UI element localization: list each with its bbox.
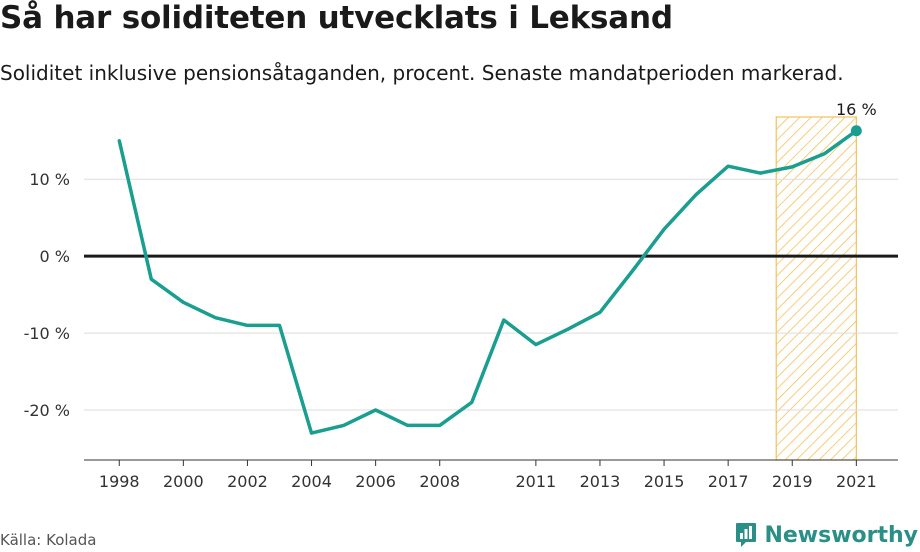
y-tick-label: 10 % [29,170,70,189]
x-tick-label: 2002 [227,472,268,491]
series-line [117,129,859,435]
x-tick-label: 2017 [708,472,749,491]
x-tick-label: 2019 [772,472,813,491]
chart-subtitle: Soliditet inklusive pensionsåtaganden, p… [0,61,844,85]
x-tick-label: 2011 [516,472,557,491]
newsworthy-logo-icon [736,523,757,547]
x-tick-label: 2004 [291,472,332,491]
end-point-marker [850,125,862,137]
x-tick-label: 2000 [163,472,204,491]
x-tick-label: 2021 [836,472,877,491]
x-tick-label: 2008 [419,472,460,491]
y-tick-label: -10 % [24,324,70,343]
chart-title: Så har soliditeten utvecklats i Leksand [0,0,673,36]
source-note: Källa: Kolada [0,531,97,549]
newsworthy-logo: Newsworthy [735,520,918,550]
y-tick-label: 0 % [40,247,70,266]
brand-name: Newsworthy [764,522,918,548]
end-value-label: 16 % [836,100,877,119]
x-tick-label: 2015 [644,472,685,491]
x-tick-label: 1998 [99,472,140,491]
y-tick-label: -20 % [24,401,70,420]
x-tick-label: 2006 [355,472,396,491]
x-tick-label: 2013 [580,472,621,491]
